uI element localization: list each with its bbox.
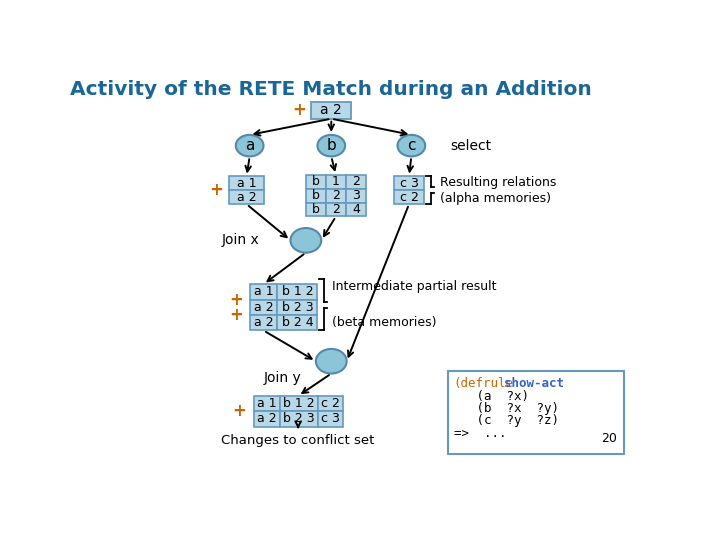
FancyBboxPatch shape: [394, 190, 425, 204]
FancyBboxPatch shape: [250, 300, 277, 315]
Text: Join x: Join x: [222, 233, 260, 247]
Text: c: c: [407, 138, 415, 153]
Text: Changes to conflict set: Changes to conflict set: [222, 434, 375, 447]
Ellipse shape: [290, 228, 321, 253]
Text: (c  ?y  ?z): (c ?y ?z): [454, 414, 559, 427]
Text: a 2: a 2: [253, 316, 274, 329]
FancyBboxPatch shape: [306, 175, 326, 189]
Text: b 1 2: b 1 2: [282, 286, 313, 299]
Text: a 2: a 2: [253, 301, 274, 314]
Text: a 1: a 1: [237, 177, 256, 190]
Text: +: +: [229, 306, 243, 324]
FancyBboxPatch shape: [326, 202, 346, 217]
Text: b 2 3: b 2 3: [282, 301, 313, 314]
Text: select: select: [450, 139, 491, 153]
Text: a 2: a 2: [257, 413, 276, 426]
Text: c 2: c 2: [321, 397, 340, 410]
FancyBboxPatch shape: [279, 411, 318, 427]
Text: (alpha memories): (alpha memories): [440, 192, 551, 205]
Text: Resulting relations: Resulting relations: [440, 176, 557, 189]
FancyBboxPatch shape: [306, 189, 326, 202]
Text: 2: 2: [352, 176, 360, 188]
Text: 2: 2: [332, 203, 340, 216]
Text: (b  ?x  ?y): (b ?x ?y): [454, 402, 559, 415]
Text: b: b: [326, 138, 336, 153]
Text: b 2 4: b 2 4: [282, 316, 313, 329]
FancyBboxPatch shape: [318, 411, 343, 427]
Text: 4: 4: [352, 203, 360, 216]
FancyBboxPatch shape: [277, 300, 318, 315]
Text: 20: 20: [601, 432, 617, 445]
Ellipse shape: [235, 135, 264, 157]
Text: a 2: a 2: [320, 103, 342, 117]
Text: c 3: c 3: [400, 177, 418, 190]
Text: 2: 2: [332, 189, 340, 202]
Text: Activity of the RETE Match during an Addition: Activity of the RETE Match during an Add…: [70, 80, 591, 99]
Ellipse shape: [318, 135, 345, 157]
Text: +: +: [209, 181, 222, 199]
FancyBboxPatch shape: [326, 175, 346, 189]
Ellipse shape: [316, 349, 346, 374]
Text: b 2 3: b 2 3: [283, 413, 315, 426]
Text: (a  ?x): (a ?x): [454, 390, 528, 403]
FancyBboxPatch shape: [318, 396, 343, 411]
Text: a: a: [245, 138, 254, 153]
FancyBboxPatch shape: [229, 190, 264, 204]
Text: a 1: a 1: [253, 286, 274, 299]
FancyBboxPatch shape: [250, 284, 277, 300]
Text: +: +: [292, 101, 306, 119]
Text: (beta memories): (beta memories): [332, 316, 436, 329]
Text: =>  ...: => ...: [454, 427, 506, 440]
FancyBboxPatch shape: [250, 315, 277, 330]
Text: c 2: c 2: [400, 191, 418, 204]
FancyBboxPatch shape: [311, 102, 351, 119]
Text: a 1: a 1: [257, 397, 276, 410]
FancyBboxPatch shape: [306, 202, 326, 217]
Text: Intermediate partial result: Intermediate partial result: [332, 280, 497, 293]
FancyBboxPatch shape: [253, 411, 279, 427]
Text: Join y: Join y: [264, 372, 302, 385]
FancyBboxPatch shape: [253, 396, 279, 411]
Text: (defrule: (defrule: [454, 377, 513, 390]
FancyBboxPatch shape: [277, 315, 318, 330]
Text: b 1 2: b 1 2: [283, 397, 315, 410]
Text: b: b: [312, 189, 320, 202]
Text: c 3: c 3: [321, 413, 340, 426]
Text: 3: 3: [352, 189, 360, 202]
FancyBboxPatch shape: [346, 189, 366, 202]
Text: +: +: [232, 402, 246, 420]
FancyBboxPatch shape: [229, 177, 264, 190]
FancyBboxPatch shape: [279, 396, 318, 411]
Text: show-act: show-act: [504, 377, 564, 390]
Text: b: b: [312, 176, 320, 188]
Text: 1: 1: [332, 176, 340, 188]
FancyBboxPatch shape: [277, 284, 318, 300]
Ellipse shape: [397, 135, 426, 157]
FancyBboxPatch shape: [394, 177, 425, 190]
FancyBboxPatch shape: [326, 189, 346, 202]
Text: b: b: [312, 203, 320, 216]
FancyBboxPatch shape: [346, 202, 366, 217]
Text: +: +: [229, 291, 243, 309]
Text: a 2: a 2: [237, 191, 256, 204]
FancyBboxPatch shape: [449, 372, 624, 455]
FancyBboxPatch shape: [346, 175, 366, 189]
